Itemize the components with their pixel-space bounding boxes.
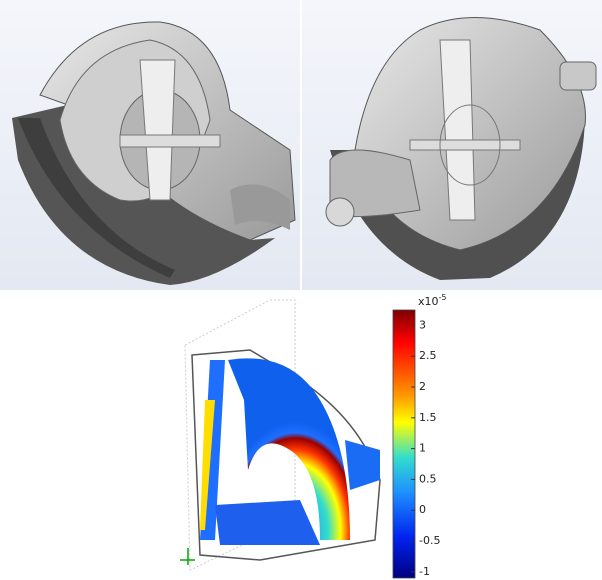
colorbar-tick-label: 1.5 [419,411,437,424]
multiplier-exponent: -5 [439,293,447,302]
cad-render-right [302,0,602,290]
multiplier-base: x10 [418,295,439,308]
colorbar-tick-label: 2 [419,380,426,393]
figure: x10-5 3 2.5 2 1.5 1 0.5 0 -0.5 -1 [0,0,602,580]
colorbar-tick-label: 2.5 [419,349,437,362]
colorbar-gradient [393,310,415,578]
colorbar-multiplier: x10-5 [418,293,447,309]
colorbar-tick-label: 1 [419,442,426,455]
colorbar-tick-label: 3 [419,318,426,331]
simulation-plot [180,300,380,570]
cad-render-left [0,0,300,290]
colorbar-tick-label: -0.5 [419,534,440,547]
colorbar-tick-label: -1 [419,565,430,578]
colorbar-tick-label: 0 [419,503,426,516]
colorbar-tick-label: 0.5 [419,472,437,485]
colorbar: x10-5 3 2.5 2 1.5 1 0.5 0 -0.5 -1 [393,293,447,579]
